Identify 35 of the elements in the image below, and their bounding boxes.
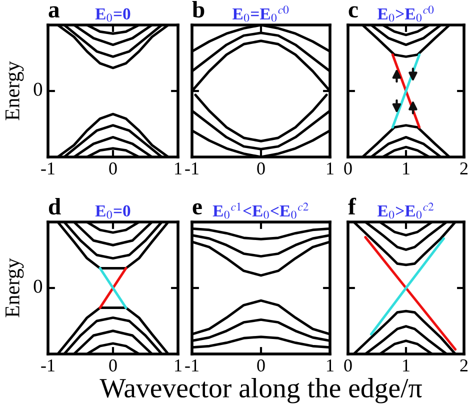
chart-title: E$_{0}$=E$_{0}$$^{c0}$: [232, 6, 289, 22]
text: 0: [34, 280, 42, 293]
y-axis-title: Energy: [6, 61, 24, 120]
y-axis-title: Energy: [6, 258, 24, 318]
text: 0: [34, 82, 42, 96]
x-tick-label: 0: [109, 162, 117, 175]
x-tick-label: 0: [344, 162, 352, 175]
text: d: [48, 198, 61, 215]
x-tick-label: 0: [344, 359, 352, 372]
x-tick-label: 1: [175, 359, 182, 372]
chart-title: E$_{0}$>E$_{0}$$^{c0}$: [378, 6, 434, 22]
x-tick-label: -1: [41, 359, 54, 372]
text: e: [192, 203, 202, 215]
chart-title: E$_{0}$=0: [95, 205, 130, 219]
x-tick-label: -1: [185, 162, 198, 174]
x-axis-title: Wavevector along the edge/π: [100, 378, 422, 404]
text: f: [348, 198, 356, 214]
x-tick-label: 0: [257, 359, 265, 372]
x-tick-label: 1: [175, 162, 182, 174]
chart-title: E$_{0}$=0: [95, 8, 130, 22]
x-tick-label: 1: [403, 162, 410, 174]
x-tick-label: 1: [327, 162, 334, 174]
x-tick-label: 2: [460, 162, 468, 174]
chart-title: E$_{0}$$^{c1}$<E$_{0}$<E$_{0}$$^{c2}$: [212, 202, 308, 219]
x-tick-label: -1: [41, 162, 54, 174]
x-tick-label: 2: [460, 359, 468, 372]
chart-title: E$_{0}$>E$_{0}$$^{c2}$: [378, 202, 434, 219]
x-tick-label: 0: [109, 359, 117, 372]
x-tick-label: 1: [403, 359, 410, 372]
text: c: [348, 6, 358, 18]
x-tick-label: -1: [185, 359, 198, 372]
x-tick-label: 1: [327, 359, 334, 372]
text: b: [192, 0, 204, 18]
x-tick-label: 0: [257, 162, 265, 175]
text: a: [48, 6, 60, 18]
